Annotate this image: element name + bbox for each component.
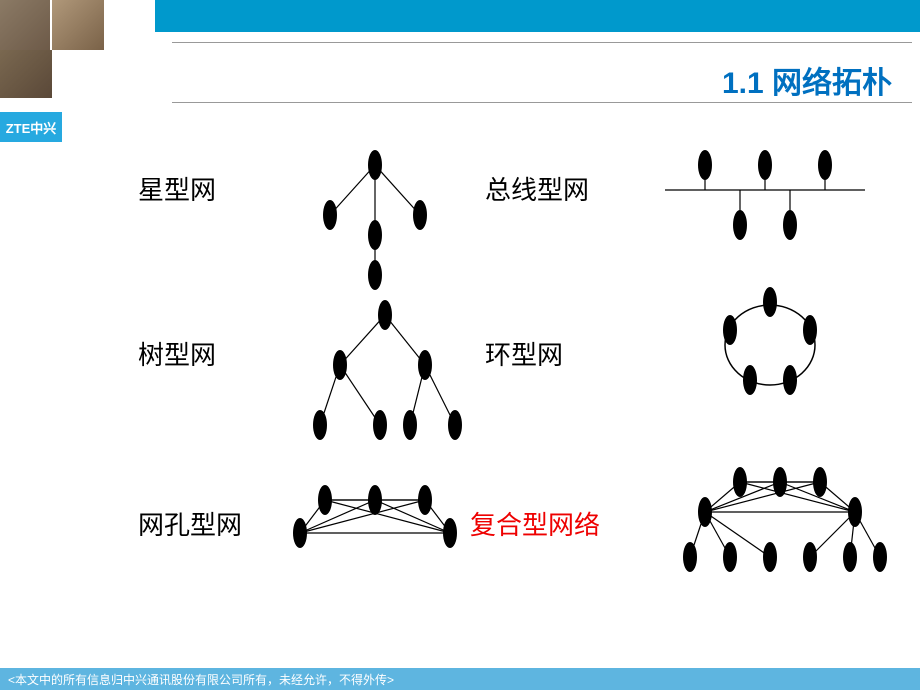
- topology-diagram-ring: [695, 280, 845, 410]
- topology-label-bus: 总线型网: [485, 170, 589, 207]
- hr-under-title: [172, 102, 912, 103]
- topology-label-ring: 环型网: [485, 335, 563, 372]
- topology-diagram-mesh: [280, 475, 470, 555]
- hr-top: [172, 42, 912, 43]
- topology-label-hybrid: 复合型网络: [470, 505, 600, 542]
- footer-bar: <本文中的所有信息归中兴通讯股份有限公司所有，未经允许，不得外传>: [0, 668, 920, 690]
- corner-photos: [0, 0, 155, 100]
- topology-label-tree: 树型网: [138, 335, 216, 372]
- topology-diagram-bus: [655, 140, 875, 260]
- photo-1: [0, 0, 50, 50]
- slide-title: 1.1 网络拓朴: [722, 58, 892, 102]
- topology-diagram-hybrid: [665, 462, 895, 582]
- topology-diagram-tree: [295, 295, 475, 465]
- topology-diagram-star: [295, 140, 455, 300]
- topology-label-mesh: 网孔型网: [138, 505, 242, 542]
- content-area: 星型网 总线型网树型网 环型网网孔型网 复合型网络: [120, 140, 900, 640]
- zte-logo: ZTE中兴: [0, 112, 62, 142]
- topology-label-star: 星型网: [138, 170, 216, 207]
- photo-3: [0, 50, 52, 98]
- photo-2: [52, 0, 104, 50]
